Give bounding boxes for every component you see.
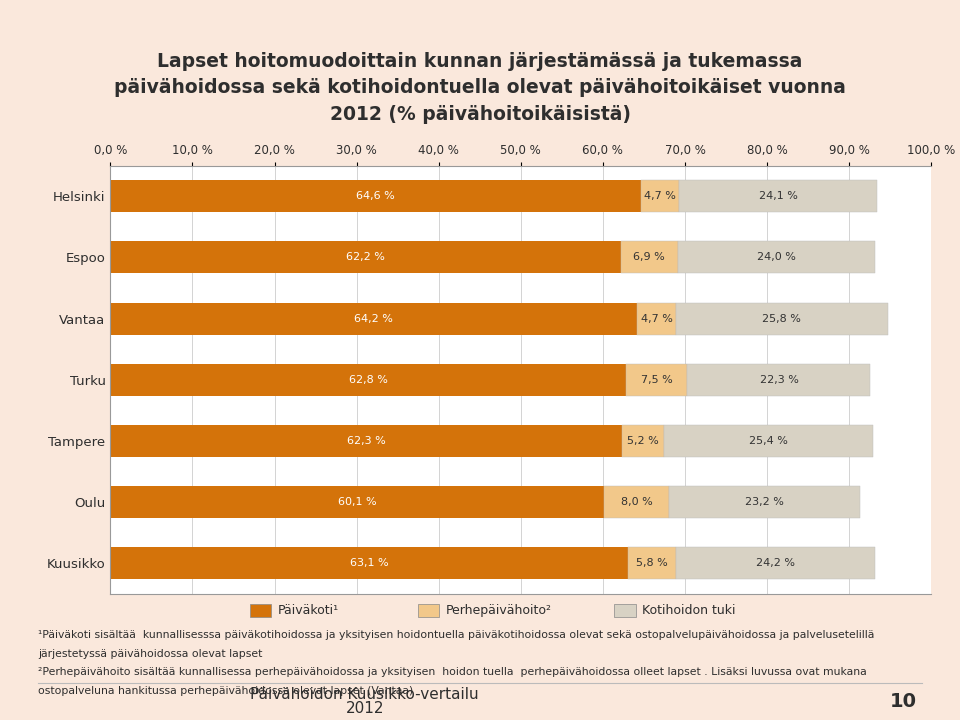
Text: 24,1 %: 24,1 % [758,192,798,201]
Text: 25,4 %: 25,4 % [749,436,788,446]
Bar [110,364,626,396]
Bar [622,425,664,457]
Text: 8,0 %: 8,0 % [621,498,653,507]
Bar [669,486,860,518]
Text: 62,3 %: 62,3 % [347,436,386,446]
Bar [637,302,676,335]
Bar [640,180,680,212]
Bar [664,425,873,457]
Text: 23,2 %: 23,2 % [745,498,784,507]
Text: 6,9 %: 6,9 % [634,253,665,262]
Text: Kotihoidon tuki: Kotihoidon tuki [642,604,735,617]
Text: ¹Päiväkoti sisältää  kunnallisesssa päiväkotihoidossa ja yksityisen hoidontuella: ¹Päiväkoti sisältää kunnallisesssa päivä… [38,630,875,640]
Bar [678,241,875,274]
Text: 64,6 %: 64,6 % [356,192,395,201]
Text: 22,3 %: 22,3 % [759,375,799,384]
Bar [604,486,669,518]
Text: 10: 10 [890,692,917,711]
Text: 2012: 2012 [346,701,384,716]
Text: Lapset hoitomuodoittain kunnan järjestämässä ja tukemassa: Lapset hoitomuodoittain kunnan järjestäm… [157,52,803,71]
Bar [687,364,871,396]
Text: ostopalveluna hankitussa perhepäivähoidossa olevat lapset (Vantaa): ostopalveluna hankitussa perhepäivähoido… [38,686,414,696]
Text: Päiväkoti¹: Päiväkoti¹ [277,604,339,617]
Bar [110,241,621,274]
Bar [621,241,678,274]
Bar [110,302,637,335]
Text: ²Perhepäivähoito sisältää kunnallisessa perhepäivähoidossa ja yksityisen  hoidon: ²Perhepäivähoito sisältää kunnallisessa … [38,667,867,678]
Bar [110,180,640,212]
Text: 4,7 %: 4,7 % [640,314,673,323]
Text: 24,0 %: 24,0 % [756,253,796,262]
Text: 62,2 %: 62,2 % [347,253,385,262]
Bar [676,302,888,335]
Bar [680,180,877,212]
Text: 2012 (% päivähoitoikäisistä): 2012 (% päivähoitoikäisistä) [329,105,631,124]
Bar [110,486,604,518]
Text: 62,8 %: 62,8 % [348,375,388,384]
Text: järjestetyssä päivähoidossa olevat lapset: järjestetyssä päivähoidossa olevat lapse… [38,649,263,659]
FancyBboxPatch shape [418,604,439,617]
Text: 60,1 %: 60,1 % [338,498,376,507]
Text: 5,8 %: 5,8 % [636,559,668,568]
FancyBboxPatch shape [614,604,636,617]
Bar [629,547,676,580]
Bar [676,547,875,580]
Text: 25,8 %: 25,8 % [762,314,802,323]
Bar [626,364,687,396]
Text: Päivähoidon Kuusikko-vertailu: Päivähoidon Kuusikko-vertailu [251,687,479,701]
Bar [110,547,629,580]
FancyBboxPatch shape [250,604,271,617]
Text: 64,2 %: 64,2 % [354,314,394,323]
Text: 4,7 %: 4,7 % [644,192,676,201]
Text: 5,2 %: 5,2 % [627,436,659,446]
Text: 7,5 %: 7,5 % [640,375,673,384]
Bar [110,425,622,457]
Text: Perhepäivähoito²: Perhepäivähoito² [445,604,551,617]
Text: 24,2 %: 24,2 % [756,559,795,568]
Text: 63,1 %: 63,1 % [350,559,389,568]
Text: päivähoidossa sekä kotihoidontuella olevat päivähoitoikäiset vuonna: päivähoidossa sekä kotihoidontuella olev… [114,78,846,97]
